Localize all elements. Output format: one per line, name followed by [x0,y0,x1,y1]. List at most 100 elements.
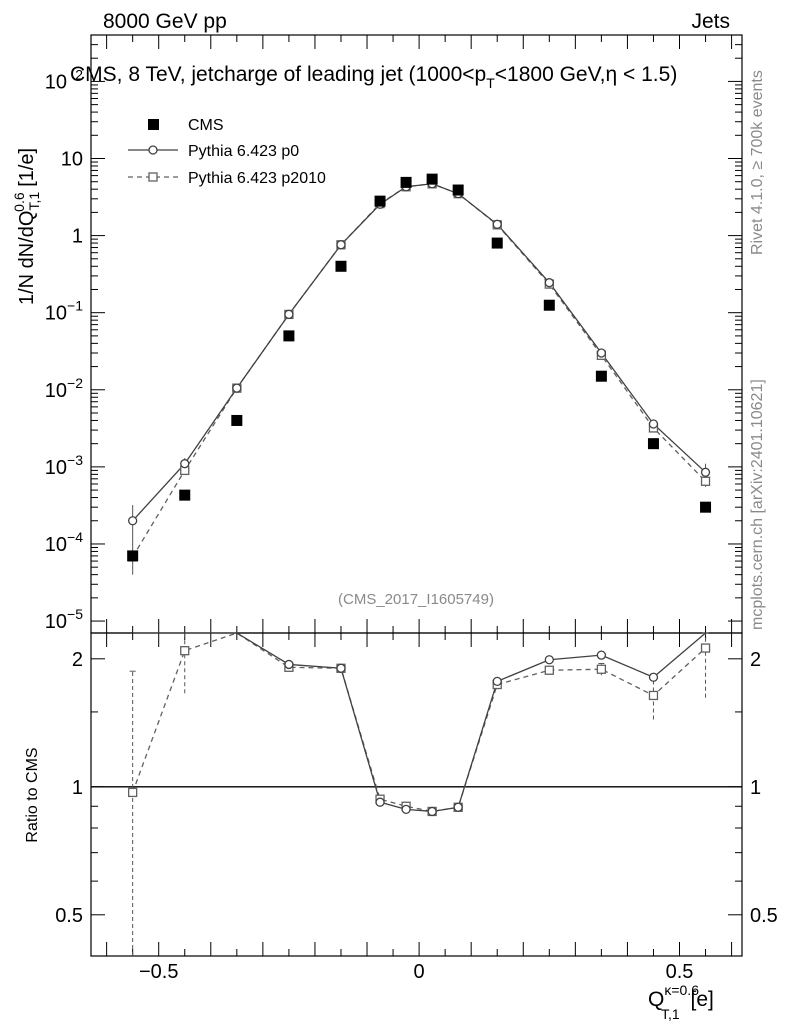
main-y-tick-label: 1 [72,226,83,248]
ratio-y-tick-label: 1 [72,777,83,799]
ratio-line-p0 [132,632,706,813]
legend-marker-cms [148,119,159,130]
marker-p0 [180,459,190,469]
marker-cms [452,184,464,196]
marker-p0 [284,309,294,320]
main-y-tick-label: 10 [45,611,67,633]
marker-p0 [544,278,554,288]
main-y-tick-exponent: −5 [67,606,83,622]
series-line-p2010 [132,183,707,558]
plot-title-sub: T [486,75,495,91]
marker-cms [491,237,503,249]
ratio-marker-p2010 [596,664,607,674]
ratio-marker-p0 [544,655,554,665]
marker-cms [595,370,607,382]
marker-p0 [492,219,502,229]
ratio-marker-p0 [453,802,463,812]
main-y-tick-label: 10 [45,457,67,479]
marker-p0 [700,467,711,477]
marker-p0 [596,348,607,358]
ratio-marker-p0 [596,650,607,660]
legend-label-cms: CMS [188,117,224,134]
ratio-marker-p2010 [700,643,711,653]
main-series [127,173,712,575]
ratio-y-tick-label-right: 0.5 [750,905,778,927]
main-y-tick-exponent: −3 [67,452,83,468]
marker-cms [231,414,243,426]
main-y-tick-label: 10 [45,303,67,325]
plot-title-tail: <1800 GeV,η < 1.5) [495,63,678,86]
marker-cms [179,489,191,501]
marker-p0 [232,383,242,393]
header-right: Jets [691,10,730,33]
plot-title: CMS, 8 TeV, jetcharge of leading jet (10… [70,63,677,91]
ratio-marker-p0 [427,806,437,817]
legend-marker-p0 [148,145,158,155]
marker-p0 [128,516,138,526]
x-axis-label: Qκ=0.6 T,1 [e] [648,982,714,1022]
legend-marker-p2010 [148,172,158,182]
main-y-tick-exponent: −1 [67,298,83,314]
main-y-tick-label: 10 [45,534,67,556]
marker-cms [335,260,347,272]
ratio-panel: 0.5 0.51 12 2 −0.5 0 0.5 Ratio to CMS Qκ=0.6 T… [24,632,778,1022]
ratio-series [91,632,742,956]
marker-cms [283,330,295,342]
marker-cms [647,438,659,450]
marker-cms [127,550,139,562]
main-y-tick-label: 10 [45,380,67,402]
ratio-marker-p0 [492,676,502,687]
mcplots-reference-label: mcplots.cern.ch [arXiv:2401.10621] [749,379,766,630]
x-axis-label-sup: κ=0.6 [664,982,699,998]
ratio-marker-p2010 [544,665,554,675]
rivet-version-label: Rivet 4.1.0, ≥ 700k events [749,70,766,255]
main-x-ticks [106,35,733,633]
marker-cms [400,176,412,188]
main-y-tick-exponent: 2 [75,66,83,82]
marker-cms [374,195,386,207]
main-y-axis-label-post: [1/e] [16,148,38,192]
marker-cms [426,173,438,185]
x-axis-label-post: [e] [685,988,714,1011]
main-y-axis-label-sub: T,1 [26,192,42,211]
main-y-axis-label: 1/N dN/dQT,10.6 [1/e] [11,148,42,305]
main-y-tick-exponent: −2 [67,375,83,391]
ratio-y-tick-label: 2 [72,649,83,671]
legend-label-p2010: Pythia 6.423 p2010 [188,170,326,187]
marker-p0 [336,240,346,250]
ratio-marker-p0 [648,672,659,682]
ratio-marker-p0 [401,804,411,815]
main-y-tick-exponent: −4 [67,529,83,545]
main-y-axis-label-sup: 0.6 [11,192,27,212]
ratio-frame [90,632,743,957]
ratio-y-ticks: 0.5 0.5 1 1 2 2 [55,649,778,927]
ratio-y-tick-label: 0.5 [55,905,83,927]
ratio-marker-p0 [284,659,294,670]
x-axis-label-sub: T,1 [661,1006,680,1022]
ratio-y-tick-label-right: 2 [750,649,761,671]
x-tick-label: 0.5 [666,961,694,983]
x-tick-label: −0.5 [139,961,178,983]
analysis-id: (CMS_2017_I1605749) [338,591,494,608]
main-y-tick-label: 10 [45,71,67,93]
marker-cms [543,299,555,311]
legend: CMS Pythia 6.423 p0 Pythia 6.423 p2010 [128,117,326,187]
ratio-marker-p2010 [128,787,138,798]
ratio-marker-p0 [336,663,346,673]
header-left: 8000 GeV pp [103,10,227,33]
ratio-marker-p2010 [648,690,659,701]
marker-p0 [648,419,659,429]
x-tick-label: 0 [414,961,425,983]
legend-label-p0: Pythia 6.423 p0 [188,143,299,160]
marker-cms [700,501,712,513]
ratio-line-p2010 [132,632,706,813]
ratio-marker-p2010 [180,646,190,656]
ratio-x-ticks: −0.5 0 0.5 [106,633,733,983]
ratio-y-tick-label-right: 1 [750,777,761,799]
ratio-y-axis-label: Ratio to CMS [24,747,41,842]
series-line-p0 [132,183,706,522]
marker-p2010 [700,476,711,486]
